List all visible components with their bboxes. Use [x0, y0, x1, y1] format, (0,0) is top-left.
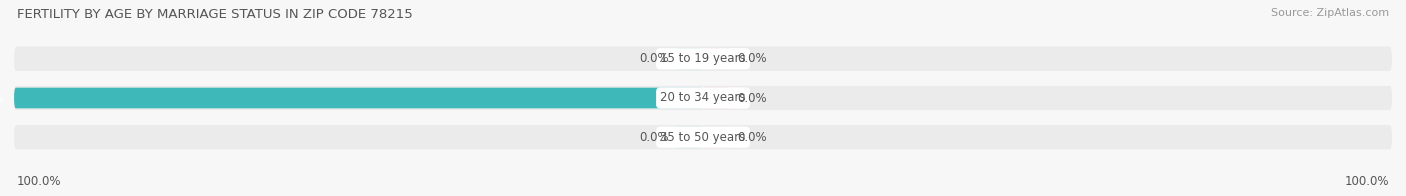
FancyBboxPatch shape [703, 127, 731, 148]
FancyBboxPatch shape [14, 86, 1392, 110]
Text: 20 to 34 years: 20 to 34 years [661, 92, 745, 104]
Text: Source: ZipAtlas.com: Source: ZipAtlas.com [1271, 8, 1389, 18]
FancyBboxPatch shape [675, 48, 703, 69]
FancyBboxPatch shape [675, 127, 703, 148]
Text: 100.0%: 100.0% [17, 175, 62, 188]
Text: 0.0%: 0.0% [738, 52, 768, 65]
Text: 0.0%: 0.0% [638, 131, 669, 144]
FancyBboxPatch shape [14, 47, 1392, 71]
Text: 0.0%: 0.0% [738, 131, 768, 144]
Text: 15 to 19 years: 15 to 19 years [661, 52, 745, 65]
FancyBboxPatch shape [14, 125, 1392, 149]
Text: 0.0%: 0.0% [638, 52, 669, 65]
FancyBboxPatch shape [14, 88, 703, 108]
Text: 100.0%: 100.0% [0, 92, 4, 104]
FancyBboxPatch shape [703, 88, 731, 108]
Text: FERTILITY BY AGE BY MARRIAGE STATUS IN ZIP CODE 78215: FERTILITY BY AGE BY MARRIAGE STATUS IN Z… [17, 8, 412, 21]
FancyBboxPatch shape [703, 48, 731, 69]
Text: 100.0%: 100.0% [1344, 175, 1389, 188]
Text: 35 to 50 years: 35 to 50 years [661, 131, 745, 144]
Text: 0.0%: 0.0% [738, 92, 768, 104]
